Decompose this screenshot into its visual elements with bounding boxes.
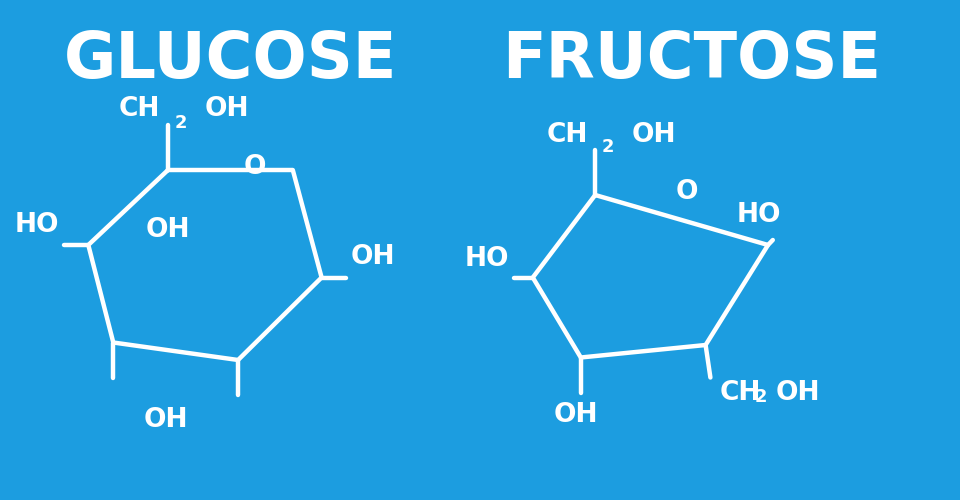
Text: OH: OH: [632, 122, 676, 148]
Text: O: O: [243, 154, 266, 180]
Text: OH: OH: [144, 407, 188, 433]
Text: O: O: [675, 180, 698, 206]
Text: 2: 2: [601, 138, 614, 156]
Text: 2: 2: [174, 114, 187, 132]
Text: OH: OH: [776, 380, 820, 406]
Text: FRUCTOSE: FRUCTOSE: [502, 29, 880, 91]
Text: 2: 2: [755, 388, 768, 406]
Text: OH: OH: [350, 244, 395, 270]
Text: OH: OH: [146, 217, 190, 243]
Text: GLUCOSE: GLUCOSE: [63, 29, 397, 91]
Text: CH: CH: [546, 122, 588, 148]
Text: CH: CH: [720, 380, 761, 406]
Text: CH: CH: [119, 96, 160, 122]
Text: HO: HO: [465, 246, 509, 272]
Text: OH: OH: [204, 96, 249, 122]
Text: OH: OH: [554, 402, 598, 428]
Text: HO: HO: [15, 212, 60, 238]
Text: HO: HO: [736, 202, 780, 228]
